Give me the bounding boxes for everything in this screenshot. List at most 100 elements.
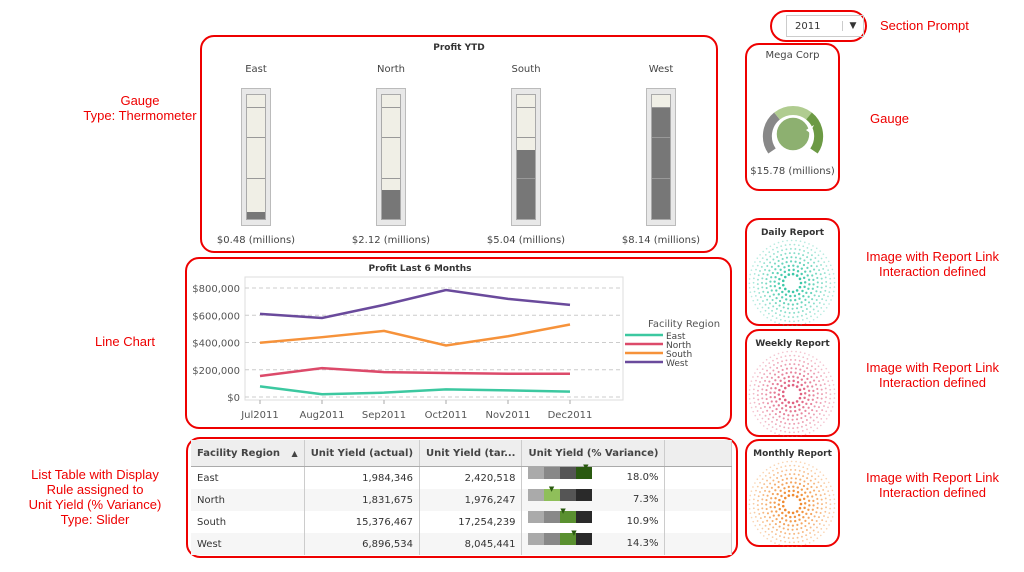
variance-slider: ▼ (528, 529, 593, 545)
x-tick-label: Aug2011 (300, 410, 345, 421)
thermometer-frame (200, 35, 718, 253)
y-tick-label: $600,000 (192, 311, 240, 322)
cell-actual: 1,831,675 (304, 489, 421, 511)
year-dropdown[interactable]: 2011 ▼ (786, 15, 864, 37)
annotation-report: Image with Report Link Interaction defin… (866, 470, 999, 500)
thermometer-caption: $2.12 (millions) (351, 235, 431, 246)
x-tick-label: Jul2011 (240, 410, 279, 421)
header-empty (664, 440, 732, 467)
table-frame (186, 437, 738, 558)
thermometer-label: West (648, 64, 674, 75)
report-image[interactable] (745, 349, 840, 437)
annotation-thermometer: Gauge Type: Thermometer (83, 93, 197, 123)
table-row[interactable]: East 1,984,346 2,420,518 ▼ 18.0% (191, 463, 732, 489)
legend-label: West (666, 359, 689, 369)
x-tick-label: Nov2011 (486, 410, 531, 421)
y-tick-label: $0 (227, 393, 240, 404)
chevron-down-icon[interactable]: ▼ (842, 21, 863, 31)
legend-title: Facility Region (648, 319, 720, 330)
thermometer-label: East (245, 64, 267, 75)
gauge-caption: $15.78 (millions) (750, 166, 835, 177)
annotation-prompt: Section Prompt (880, 18, 969, 33)
thermometer-title: Profit YTD (433, 43, 485, 53)
cell-region: East (191, 466, 305, 489)
slider-marker-icon: ▼ (548, 485, 555, 493)
x-tick-label: Oct2011 (425, 410, 468, 421)
annotation-report: Image with Report Link Interaction defin… (866, 249, 999, 279)
line-chart-frame (185, 257, 732, 429)
report-title: Monthly Report (753, 449, 832, 459)
thermometer-label: South (511, 64, 541, 75)
table-row[interactable]: West 6,896,534 8,045,441 ▼ 14.3% (191, 529, 732, 555)
table-row[interactable]: North 1,831,675 1,976,247 ▼ 7.3% (191, 485, 732, 511)
thermometer-west (646, 88, 676, 226)
header-variance[interactable]: Unit Yield (% Variance) (521, 440, 666, 467)
legend-label: East (666, 332, 686, 342)
thermometer-east (241, 88, 271, 226)
cell-variance: ▼ 10.9% (521, 507, 666, 533)
gauge-title: Mega Corp (765, 50, 820, 61)
cell-target: 2,420,518 (419, 466, 523, 489)
series-line-east (259, 385, 571, 396)
report-image[interactable] (745, 459, 840, 547)
gauge-frame (745, 43, 840, 191)
thermometer-fill (517, 149, 535, 219)
cell-actual: 6,896,534 (304, 533, 421, 555)
thermometer-label: North (377, 64, 405, 75)
series-line-north (259, 366, 570, 378)
report-link-monthly-report[interactable] (745, 439, 840, 547)
cell-target: 17,254,239 (419, 511, 523, 533)
report-image[interactable] (745, 238, 840, 326)
gauge-needle (806, 125, 814, 133)
cell-region: North (191, 489, 305, 511)
series-line-south (259, 323, 571, 347)
annotation-table: List Table with Display Rule assigned to… (28, 467, 162, 527)
variance-slider: ▼ (528, 507, 593, 523)
report-link-weekly-report[interactable] (745, 329, 840, 437)
header-actual[interactable]: Unit Yield (actual) (304, 440, 421, 467)
gauge-dial (762, 106, 824, 154)
thermometer-fill (247, 212, 265, 219)
cell-variance: ▼ 14.3% (521, 529, 666, 555)
cell-actual: 1,984,346 (304, 466, 421, 489)
cell-target: 1,976,247 (419, 489, 523, 511)
thermometer-fill (652, 106, 670, 219)
annotation-line-chart: Line Chart (95, 334, 155, 349)
y-tick-label: $800,000 (192, 284, 240, 295)
legend-label: South (666, 350, 692, 360)
report-title: Weekly Report (755, 339, 830, 349)
thermometer-caption: $5.04 (millions) (486, 235, 566, 246)
thermometer-fill (382, 189, 400, 219)
y-tick-label: $400,000 (192, 339, 240, 350)
year-value: 2011 (795, 20, 821, 32)
x-tick-label: Dec2011 (548, 410, 593, 421)
report-link-daily-report[interactable] (745, 218, 840, 326)
x-tick-label: Sep2011 (362, 410, 406, 421)
table-row[interactable]: South 15,376,467 17,254,239 ▼ 10.9% (191, 507, 732, 533)
slider-marker-icon: ▼ (583, 463, 589, 471)
header-facility-region[interactable]: Facility Region ▲ (191, 440, 305, 467)
header-target[interactable]: Unit Yield (tar... (419, 440, 523, 467)
prompt-frame (770, 10, 867, 42)
slider-marker-icon: ▼ (571, 529, 577, 537)
variance-slider: ▼ (528, 485, 593, 501)
line-chart: $800,000 $600,000 $400,000 $200,000 $0Jul201… (192, 276, 720, 421)
sort-ascending-icon: ▲ (291, 448, 298, 458)
annotation-report: Image with Report Link Interaction defin… (866, 360, 999, 390)
cell-target: 8,045,441 (419, 533, 523, 555)
cell-variance: ▼ 7.3% (521, 485, 666, 511)
plot-area (244, 276, 624, 401)
report-title: Daily Report (760, 228, 825, 238)
thermometer-north (376, 88, 406, 226)
chart-title: Profit Last 6 Months (368, 264, 472, 274)
y-tick-label: $200,000 (192, 366, 240, 377)
cell-variance: ▼ 18.0% (521, 463, 666, 489)
series-line-west (259, 288, 571, 320)
cell-region: South (191, 511, 305, 533)
slider-marker-icon: ▼ (560, 507, 566, 515)
variance-slider: ▼ (528, 463, 593, 479)
cell-actual: 15,376,467 (304, 511, 421, 533)
list-table: Facility Region ▲ Unit Yield (actual) Un… (191, 440, 732, 555)
legend-label: North (666, 341, 691, 351)
thermometer-south (511, 88, 541, 226)
